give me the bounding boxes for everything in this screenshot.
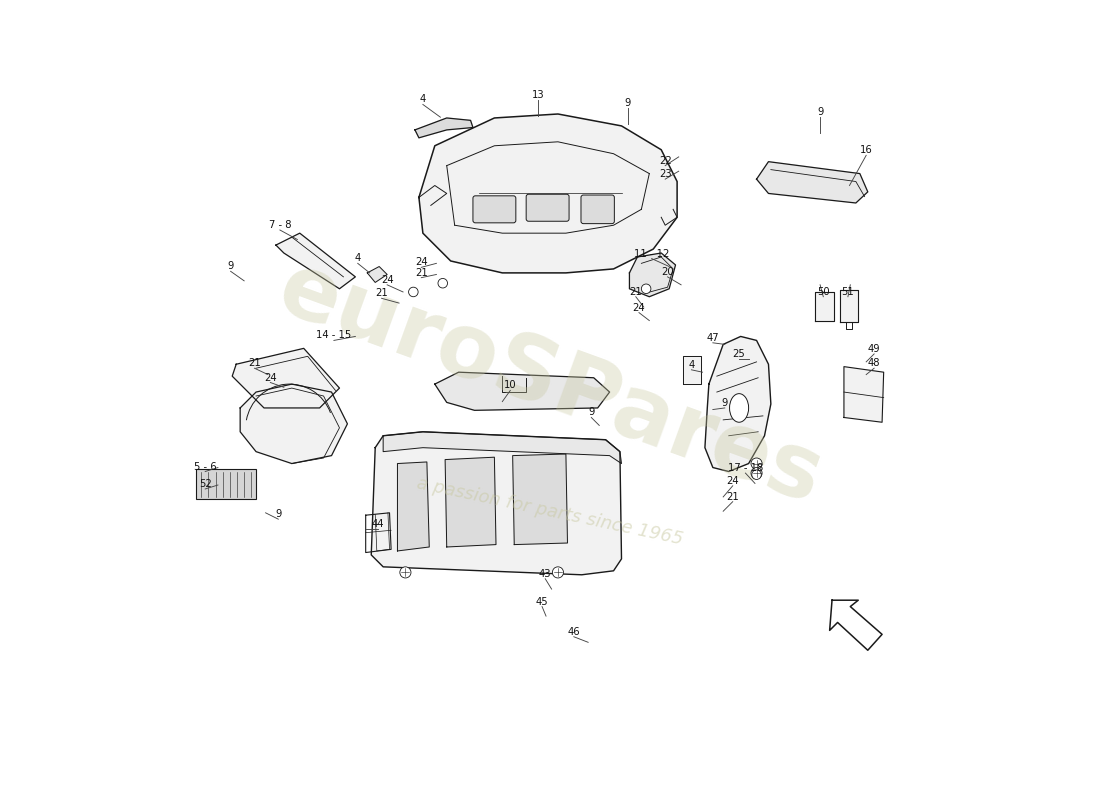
Text: 10: 10 bbox=[504, 381, 517, 390]
Text: 48: 48 bbox=[868, 358, 880, 368]
Polygon shape bbox=[840, 290, 858, 322]
Text: 45: 45 bbox=[536, 597, 549, 606]
Text: 24: 24 bbox=[264, 373, 277, 382]
Polygon shape bbox=[419, 114, 678, 273]
Text: 43: 43 bbox=[539, 569, 551, 578]
Text: 24: 24 bbox=[726, 476, 739, 486]
Polygon shape bbox=[240, 384, 348, 463]
Text: 20: 20 bbox=[661, 267, 674, 277]
Polygon shape bbox=[415, 118, 473, 138]
Polygon shape bbox=[757, 162, 868, 203]
Text: 24: 24 bbox=[381, 275, 394, 285]
Polygon shape bbox=[372, 432, 621, 574]
Text: 5 - 6: 5 - 6 bbox=[194, 462, 217, 471]
Polygon shape bbox=[683, 355, 701, 384]
Polygon shape bbox=[446, 457, 496, 547]
Text: 9: 9 bbox=[817, 107, 823, 117]
Text: 47: 47 bbox=[706, 333, 719, 342]
Polygon shape bbox=[397, 462, 429, 551]
Polygon shape bbox=[513, 454, 568, 545]
Polygon shape bbox=[383, 432, 621, 463]
Text: a passion for parts since 1965: a passion for parts since 1965 bbox=[415, 474, 685, 548]
Circle shape bbox=[552, 567, 563, 578]
Text: 9: 9 bbox=[275, 509, 282, 519]
Text: 24: 24 bbox=[415, 258, 428, 267]
Bar bbox=[197, 469, 256, 499]
Text: 21: 21 bbox=[629, 286, 642, 297]
Text: 4: 4 bbox=[689, 360, 694, 370]
Circle shape bbox=[751, 467, 762, 478]
Text: 4: 4 bbox=[420, 94, 426, 105]
Circle shape bbox=[408, 287, 418, 297]
Polygon shape bbox=[829, 600, 882, 650]
Text: 9: 9 bbox=[625, 98, 631, 109]
Polygon shape bbox=[629, 253, 675, 297]
Text: 9: 9 bbox=[228, 262, 234, 271]
FancyBboxPatch shape bbox=[526, 194, 569, 222]
Text: 51: 51 bbox=[842, 286, 855, 297]
Circle shape bbox=[438, 278, 448, 288]
Text: 24: 24 bbox=[632, 302, 646, 313]
Circle shape bbox=[400, 567, 411, 578]
Text: 25: 25 bbox=[733, 349, 746, 358]
FancyBboxPatch shape bbox=[473, 196, 516, 223]
Polygon shape bbox=[367, 266, 387, 282]
Polygon shape bbox=[232, 348, 340, 408]
Text: 21: 21 bbox=[375, 288, 388, 298]
Text: 21: 21 bbox=[249, 358, 261, 368]
FancyBboxPatch shape bbox=[581, 195, 615, 224]
Text: 52: 52 bbox=[199, 479, 211, 489]
Polygon shape bbox=[434, 372, 609, 410]
Text: 13: 13 bbox=[531, 90, 544, 100]
Circle shape bbox=[751, 470, 761, 479]
Circle shape bbox=[751, 458, 762, 469]
Text: 44: 44 bbox=[372, 518, 384, 529]
Text: 4: 4 bbox=[354, 254, 361, 263]
Circle shape bbox=[641, 284, 651, 294]
Text: 22: 22 bbox=[659, 156, 672, 166]
Polygon shape bbox=[814, 292, 835, 321]
Text: 14 - 15: 14 - 15 bbox=[317, 330, 352, 341]
Text: 17 - 18: 17 - 18 bbox=[728, 463, 763, 473]
Text: 23: 23 bbox=[659, 169, 671, 179]
Text: 9: 9 bbox=[588, 407, 594, 418]
Polygon shape bbox=[276, 233, 355, 289]
Text: 11 - 12: 11 - 12 bbox=[634, 249, 670, 258]
Text: 7 - 8: 7 - 8 bbox=[268, 220, 292, 230]
Text: 46: 46 bbox=[568, 626, 580, 637]
Text: euroSPares: euroSPares bbox=[266, 246, 834, 523]
Polygon shape bbox=[844, 366, 883, 422]
Text: 50: 50 bbox=[817, 286, 829, 297]
Polygon shape bbox=[705, 337, 771, 471]
Text: 21: 21 bbox=[415, 268, 428, 278]
Text: 9: 9 bbox=[722, 398, 728, 408]
Text: 16: 16 bbox=[860, 146, 872, 155]
Text: 49: 49 bbox=[868, 344, 880, 354]
Text: 21: 21 bbox=[726, 492, 739, 502]
Ellipse shape bbox=[729, 394, 749, 422]
